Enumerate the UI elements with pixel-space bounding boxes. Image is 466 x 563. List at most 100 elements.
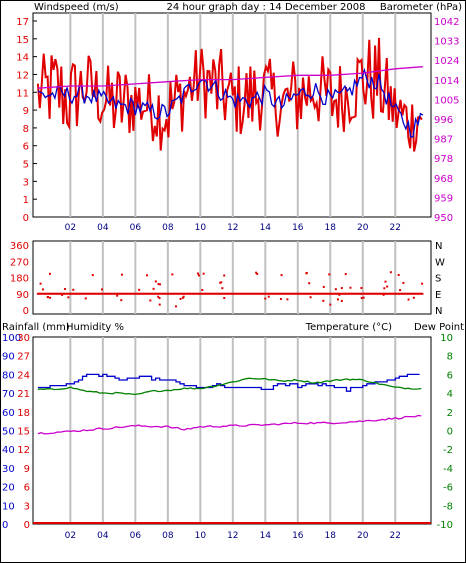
windspeed-line — [36, 37, 423, 152]
direction-point — [206, 292, 209, 295]
direction-point — [297, 292, 300, 295]
direction-point — [402, 292, 405, 295]
direction-point — [393, 292, 396, 295]
direction-point — [60, 292, 63, 295]
direction-point — [406, 292, 409, 295]
direction-point — [368, 292, 371, 295]
direction-point — [149, 292, 152, 295]
direction-point — [263, 292, 266, 295]
direction-point — [45, 292, 48, 295]
direction-point — [367, 292, 370, 295]
direction-point — [146, 274, 149, 277]
direction-point — [409, 292, 412, 295]
direction-point — [399, 289, 402, 292]
direction-point — [273, 292, 276, 295]
direction-point — [41, 292, 44, 295]
direction-point — [64, 292, 67, 295]
direction-point — [209, 292, 212, 295]
humidity-tick-label: 40 — [2, 445, 15, 456]
direction-point — [61, 293, 64, 296]
direction-point — [257, 292, 260, 295]
direction-point — [314, 292, 317, 295]
direction-point — [197, 292, 200, 295]
direction-point — [397, 292, 400, 295]
direction-point — [181, 292, 184, 295]
direction-point — [407, 298, 410, 301]
direction-point — [101, 292, 104, 295]
direction-point — [294, 292, 297, 295]
direction-point — [128, 292, 131, 295]
direction-point — [340, 292, 343, 295]
direction-point — [308, 282, 311, 285]
direction-point — [361, 292, 364, 295]
direction-point — [219, 292, 222, 295]
direction-point — [349, 292, 352, 295]
compass-tick-label: N — [435, 306, 442, 317]
direction-point — [41, 288, 44, 291]
direction-point — [408, 292, 411, 295]
barometer-tick-label: 1014 — [434, 76, 459, 87]
direction-point — [137, 292, 140, 295]
direction-point — [112, 292, 115, 295]
direction-point — [329, 292, 332, 295]
direction-point — [403, 292, 406, 295]
direction-point — [235, 292, 238, 295]
x-tick-label: 02 — [65, 223, 76, 233]
direction-point — [55, 292, 58, 295]
direction-point — [215, 292, 218, 295]
direction-point — [342, 292, 345, 295]
direction-point — [279, 292, 282, 295]
wind-tick-label: 8 — [23, 124, 29, 135]
wind-tick-label: 9 — [23, 106, 29, 117]
direction-point — [105, 292, 108, 295]
direction-point — [42, 292, 45, 295]
direction-point — [345, 292, 348, 295]
direction-point — [102, 292, 105, 295]
direction-point — [202, 292, 205, 295]
direction-point — [355, 292, 358, 295]
direction-point — [400, 292, 403, 295]
x-tick-label: 10 — [195, 531, 207, 541]
direction-point — [244, 292, 247, 295]
humidity-tick-label: 80 — [2, 370, 15, 381]
direction-point — [82, 292, 85, 295]
direction-point — [174, 292, 177, 295]
direction-point — [340, 299, 343, 302]
direction-point — [109, 292, 112, 295]
direction-point — [134, 292, 137, 295]
barometer-tick-label: 950 — [434, 213, 453, 224]
direction-point — [158, 303, 161, 306]
direction-point — [224, 292, 227, 295]
direction-tick-label: 180 — [10, 274, 29, 285]
direction-point — [89, 292, 92, 295]
direction-point — [311, 292, 314, 295]
direction-point — [121, 292, 124, 295]
direction-point — [177, 292, 180, 295]
direction-point — [231, 292, 234, 295]
direction-point — [377, 292, 380, 295]
direction-point — [194, 292, 197, 295]
direction-tick-label: 360 — [10, 241, 29, 252]
direction-point — [352, 292, 355, 295]
direction-point — [130, 292, 133, 295]
temperature-tick-label: 10 — [440, 333, 453, 344]
direction-point — [131, 292, 134, 295]
rain-tick-label: 3 — [24, 501, 30, 512]
rain-tick-label: 6 — [24, 483, 30, 494]
barometer-tick-label: 1033 — [434, 37, 459, 48]
direction-point — [152, 287, 155, 290]
temperature-tick-label: -10 — [437, 520, 453, 531]
temperature-tick-label: -8 — [443, 501, 453, 512]
direction-point — [322, 285, 325, 288]
temperature-tick-label: 6 — [447, 370, 453, 381]
direction-point — [399, 292, 402, 295]
direction-point — [360, 286, 363, 289]
direction-tick-label: 0 — [23, 306, 29, 317]
direction-point — [193, 292, 196, 295]
direction-point — [216, 292, 219, 295]
direction-point — [221, 292, 224, 295]
direction-point — [104, 292, 107, 295]
direction-point — [124, 292, 127, 295]
direction-point — [95, 292, 98, 295]
